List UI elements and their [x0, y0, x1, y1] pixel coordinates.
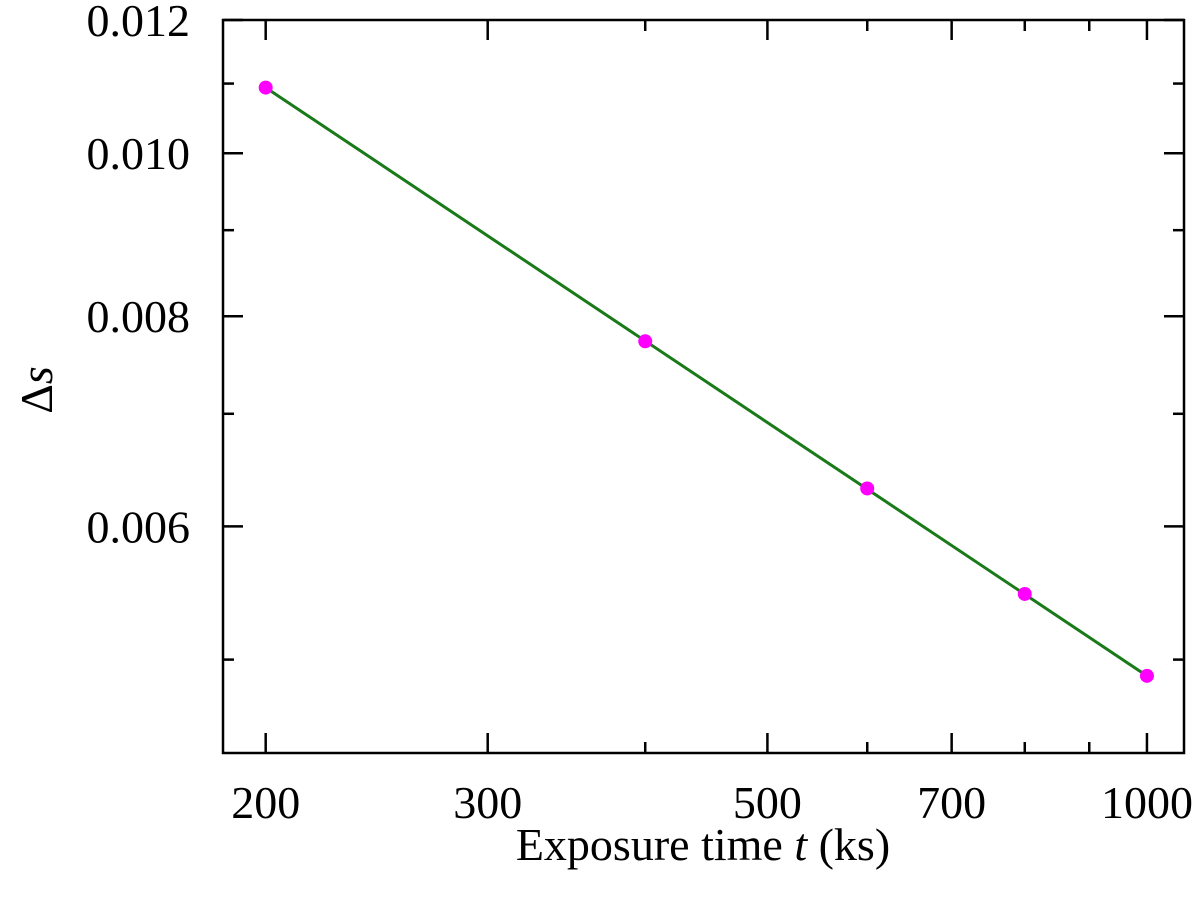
x-axis-label-prefix: Exposure time: [516, 819, 795, 870]
tick-label-group: 200 300 500 700 1000 0.006 0.008 0.010 0.012: [87, 0, 1193, 828]
x-tick-label: 500: [733, 777, 802, 828]
y-axis-label-symbol: Δ: [11, 384, 62, 414]
x-axis-label: Exposure time t (ks): [516, 819, 890, 870]
y-tick-label: 0.010: [87, 128, 191, 179]
x-axis-label-suffix: (ks): [807, 819, 890, 870]
x-tick-label: 1000: [1101, 777, 1193, 828]
plot-frame: [221, 18, 1186, 755]
x-tick-label: 200: [231, 777, 300, 828]
data-point: [1139, 668, 1154, 683]
tick-group: [223, 18, 1184, 753]
y-tick-label: 0.012: [87, 0, 191, 46]
x-tick-label: 700: [917, 777, 986, 828]
y-axis-label-variable: s: [11, 366, 62, 384]
series-group: [258, 80, 1154, 683]
data-point: [258, 80, 273, 95]
y-tick-label: 0.006: [87, 501, 191, 552]
x-axis-label-variable: t: [794, 819, 808, 870]
data-point: [638, 334, 653, 349]
data-point: [860, 481, 875, 496]
fit-line: [264, 86, 1148, 678]
data-point: [1017, 586, 1032, 601]
y-axis-label: Δs: [11, 366, 62, 414]
y-tick-label: 0.008: [87, 291, 191, 342]
x-tick-label: 300: [453, 777, 522, 828]
